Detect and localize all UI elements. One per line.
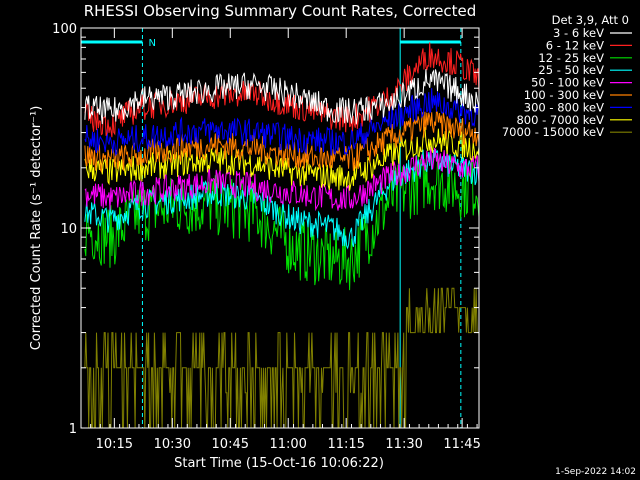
x-tick-label: 11:15 — [327, 437, 364, 452]
x-tick-label: 11:45 — [443, 437, 480, 452]
series-100-300-kev — [84, 110, 480, 174]
x-tick-label: 10:15 — [96, 437, 133, 452]
y-tick-label: 10 — [60, 222, 77, 237]
legend-label: 6 - 12 keV — [546, 38, 604, 52]
legend-header: Det 3,9, Att 0 — [552, 13, 629, 27]
plot-area: N — [80, 28, 480, 429]
y-axis-label: Corrected Count Rate (s⁻¹ detector⁻¹) — [29, 106, 44, 351]
series-6-12-kev — [84, 42, 480, 138]
x-tick-label: 11:00 — [269, 437, 306, 452]
legend-label: 7000 - 15000 keV — [502, 125, 604, 139]
night-label: N — [148, 38, 155, 49]
series-line — [84, 287, 479, 429]
y-tick-label: 100 — [52, 22, 77, 37]
x-axis-label: Start Time (15-Oct-16 10:06:22) — [174, 456, 384, 471]
legend-label: 25 - 50 keV — [538, 63, 604, 77]
legend-label: 800 - 7000 keV — [516, 113, 604, 127]
series-line — [84, 110, 480, 174]
y-tick-label: 1 — [69, 422, 77, 437]
x-tick-label: 10:45 — [212, 437, 249, 452]
series-line — [84, 147, 480, 212]
timestamp: 1-Sep-2022 14:02 — [555, 467, 636, 477]
series-line — [84, 69, 480, 125]
legend-label: 50 - 100 keV — [531, 76, 604, 90]
x-tick-label: 11:30 — [385, 437, 422, 452]
series-line — [84, 42, 480, 138]
series-300-800-kev — [84, 88, 480, 157]
chart-title: RHESSI Observing Summary Count Rates, Co… — [84, 2, 477, 20]
series-line — [84, 88, 480, 157]
legend-label: 300 - 800 keV — [524, 100, 604, 114]
series-3-6-kev — [84, 69, 480, 125]
legend-label: 3 - 6 keV — [553, 26, 604, 40]
y-axis: 1 10 100 — [52, 22, 479, 437]
series-7000-15000-kev — [84, 287, 479, 429]
x-tick-label: 10:30 — [154, 437, 191, 452]
legend-label: 100 - 300 keV — [524, 88, 604, 102]
x-axis: 10:15 10:30 10:45 11:00 11:15 11:30 11:45 — [80, 28, 481, 452]
legend-label: 12 - 25 keV — [538, 51, 604, 65]
series-50-100-kev — [84, 147, 480, 212]
